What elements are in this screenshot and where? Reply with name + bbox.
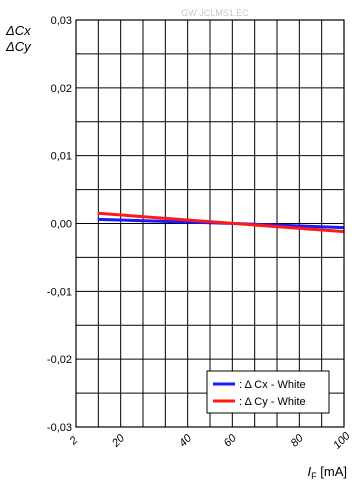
y-tick-label: -0,01	[47, 286, 72, 298]
x-axis-label-unit: [mA]	[320, 464, 347, 479]
y-tick-label: 0,00	[51, 219, 72, 231]
watermark-text: GW JCLMS1.EC	[181, 8, 249, 18]
x-axis-label-subscript: F	[311, 471, 317, 481]
x-tick-label: 20	[109, 432, 127, 450]
series-line-delta-cy	[97, 211, 345, 234]
x-tick-label: 60	[222, 432, 240, 450]
y-tick-label: 0,02	[51, 83, 72, 95]
y-axis-label-line-1: ΔCx	[5, 23, 31, 38]
y-axis-label: ΔCx ΔCy	[5, 23, 32, 54]
legend-box	[206, 370, 330, 414]
y-tick-label: -0,02	[47, 354, 72, 366]
x-tick-label: 100	[331, 430, 353, 452]
y-tick-label: 0,01	[51, 151, 72, 163]
legend-label: : Δ Cx - White	[239, 379, 306, 391]
y-tick-labels: 0,03 0,02 0,01 0,00 -0,01 -0,02 -0,03	[47, 15, 72, 434]
y-axis-label-line-2: ΔCy	[5, 39, 32, 54]
plot-frame	[75, 19, 345, 428]
x-tick-labels: 2 20 40 60 80 100	[67, 430, 353, 452]
x-tick-label: 80	[289, 432, 307, 450]
x-tick-label: 40	[177, 432, 195, 450]
y-tick-label: 0,03	[51, 15, 72, 27]
x-tick-label: 2	[67, 434, 81, 448]
legend-label: : Δ Cy - White	[239, 396, 306, 408]
x-axis-label-symbol: I	[308, 464, 312, 479]
x-axis-label: IF [mA]	[308, 464, 347, 481]
series-group	[97, 211, 345, 234]
y-tick-label: -0,03	[47, 422, 72, 434]
legend: : Δ Cx - White : Δ Cy - White	[206, 370, 330, 414]
